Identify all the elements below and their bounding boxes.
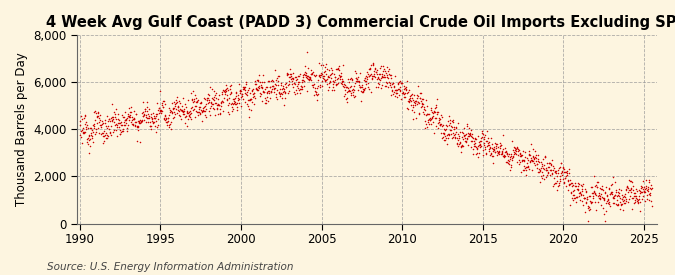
Y-axis label: Thousand Barrels per Day: Thousand Barrels per Day [15,53,28,206]
Text: Source: U.S. Energy Information Administration: Source: U.S. Energy Information Administ… [47,262,294,272]
Title: 4 Week Avg Gulf Coast (PADD 3) Commercial Crude Oil Imports Excluding SPR: 4 Week Avg Gulf Coast (PADD 3) Commercia… [46,15,675,30]
